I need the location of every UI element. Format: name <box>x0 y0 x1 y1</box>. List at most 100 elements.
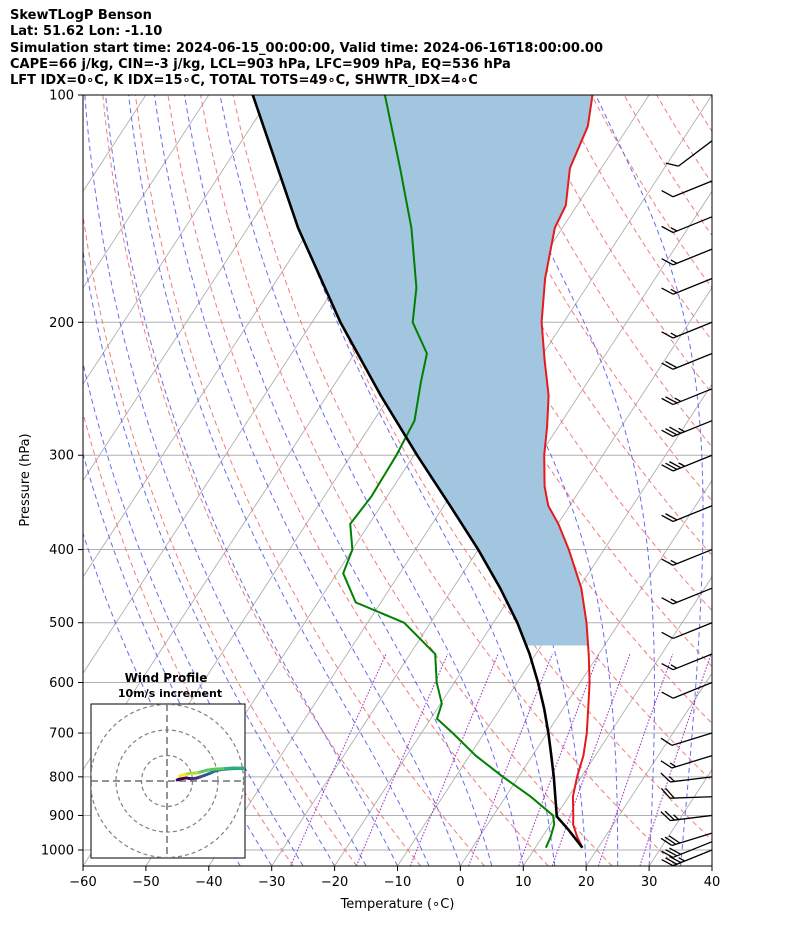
x-tick-label: −10 <box>384 875 411 890</box>
hodograph-segment <box>196 768 209 775</box>
y-tick-label: 800 <box>49 770 74 785</box>
chart-title-line-1: SkewTLogP Benson <box>10 8 152 23</box>
dry-adiabat-line <box>591 95 712 289</box>
moist-adiabat-line <box>128 95 430 866</box>
isotherm-line <box>83 95 210 289</box>
wind-barb-flag <box>665 787 675 799</box>
moist-adiabat-line <box>219 95 524 866</box>
wind-barb-flag <box>664 836 677 845</box>
wind-barb-shaft <box>672 587 713 605</box>
dry-adiabat-line <box>200 95 613 866</box>
dry-adiabat-line <box>102 95 422 866</box>
chart-title-line-5: LFT IDX=0∘C, K IDX=15∘C, TOTAL TOTS=49∘C… <box>10 73 478 89</box>
mixing-ratio-line <box>468 653 553 866</box>
x-tick-label: −20 <box>321 875 348 890</box>
dry-adiabat-line <box>460 95 712 502</box>
wind-barb <box>660 772 713 783</box>
dry-adiabat-line <box>754 95 794 866</box>
wind-barb-flag <box>661 464 674 472</box>
dry-adiabat-line <box>688 95 712 133</box>
dry-adiabat-line <box>428 95 712 557</box>
wind-barb-flag <box>661 662 674 671</box>
wind-barb-half-flag <box>670 259 678 264</box>
wind-barb-flag <box>665 857 678 865</box>
x-tick-label: −50 <box>132 875 159 890</box>
isotherm-line <box>83 95 273 385</box>
hodograph-subtitle: 10m/s increment <box>118 687 222 700</box>
wind-barb-flag <box>669 461 682 469</box>
wind-barb-half-flag <box>670 227 678 232</box>
isotherm-line <box>585 672 712 866</box>
isotherm-line <box>522 576 712 866</box>
wind-barb <box>661 388 713 406</box>
x-tick-label: 30 <box>641 875 658 890</box>
wind-barb-shaft <box>672 216 713 234</box>
chart-title-line-4: CAPE=66 j/kg, CIN=-3 j/kg, LCL=903 hPa, … <box>10 56 511 72</box>
wind-barb-flag <box>661 597 674 605</box>
wind-barb-flag <box>665 162 679 167</box>
wind-barb-half-flag <box>670 559 678 565</box>
wind-barb-flag <box>664 810 675 821</box>
y-tick-label: 400 <box>49 543 74 558</box>
wind-barb-flag <box>660 772 671 783</box>
parcel-path-line <box>251 95 584 849</box>
wind-barb-flag <box>660 737 673 746</box>
dry-adiabat-line <box>232 95 677 866</box>
wind-barb-flag <box>660 811 671 822</box>
dry-adiabat-line <box>167 95 549 866</box>
x-tick-label: −40 <box>195 875 222 890</box>
moist-adiabat-line <box>385 95 619 866</box>
wind-barb <box>661 216 713 234</box>
moist-adiabat-line <box>262 95 556 866</box>
y-tick-label: 500 <box>49 616 74 631</box>
y-tick-label: 1000 <box>41 844 74 859</box>
wind-barb-shaft <box>670 814 713 822</box>
moist-adiabat-line <box>84 95 367 866</box>
wind-barb-shaft <box>672 505 713 523</box>
y-tick-label: 300 <box>49 449 74 464</box>
isotherm-line <box>334 286 712 866</box>
wind-barb-flag <box>661 362 674 370</box>
wind-barb-flag <box>661 225 674 234</box>
wind-barb-flag <box>661 514 674 523</box>
moist-adiabat-line <box>595 95 704 866</box>
y-tick-label: 100 <box>49 89 74 104</box>
wind-barb <box>661 505 713 523</box>
wind-barb-flag <box>669 847 682 855</box>
wind-barb-shaft <box>672 849 713 867</box>
wind-barb <box>661 248 713 266</box>
wind-barb-half-flag <box>678 427 686 433</box>
wind-barb-shaft <box>672 622 713 640</box>
wind-barb-shaft <box>672 388 713 406</box>
wind-barb <box>661 653 713 671</box>
mixing-ratio-line <box>597 653 674 866</box>
hodograph-title: Wind Profile <box>125 671 208 685</box>
wind-barb <box>661 548 713 566</box>
y-tick-label: 200 <box>49 316 74 331</box>
chart-title-line-3: Simulation start time: 2024-06-15_00:00:… <box>10 40 603 56</box>
wind-barb <box>660 732 713 746</box>
hodograph-inset: Wind Profile 10m/s increment <box>90 671 246 859</box>
wind-barb-shaft <box>672 248 713 266</box>
wind-barb <box>661 180 713 198</box>
x-tick-label: 40 <box>704 875 721 890</box>
wind-barb <box>660 832 713 847</box>
wind-barb-flag <box>661 258 674 266</box>
moist-adiabat-line <box>83 248 336 866</box>
chart-title-block: SkewTLogP Benson Lat: 51.62 Lon: -1.10 S… <box>10 8 603 89</box>
wind-barb-half-flag <box>670 332 678 338</box>
wind-barb-shaft <box>672 321 713 339</box>
x-axis-label: Temperature (∘C) <box>340 897 455 912</box>
temperature-line <box>540 95 594 849</box>
wind-barb-flag <box>669 426 682 434</box>
wind-barb <box>661 352 713 370</box>
dry-adiabat-line <box>395 95 712 612</box>
dry-adiabat-line <box>656 95 712 185</box>
wind-barb-shaft <box>672 277 713 295</box>
y-tick-label: 700 <box>49 727 74 742</box>
moist-adiabat-line <box>105 95 398 866</box>
wind-barb-flag <box>661 190 674 198</box>
dry-adiabat-line <box>787 95 794 866</box>
wind-barb-flag <box>661 631 674 640</box>
wind-barb-flag <box>665 462 678 470</box>
